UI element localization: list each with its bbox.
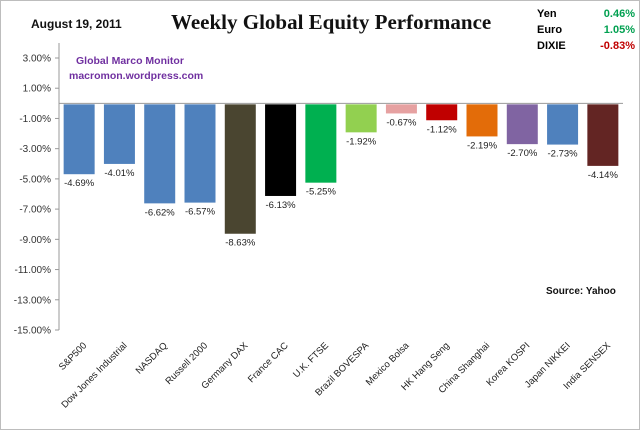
y-tick-label: -13.00% (14, 295, 51, 306)
y-tick-label: 3.00% (23, 54, 51, 65)
y-tick-label: -1.00% (19, 114, 51, 125)
source-note: Source: Yahoo (546, 286, 616, 297)
data-label: -4.69% (64, 178, 95, 189)
y-tick-label: -9.00% (19, 235, 51, 246)
y-tick-label: -3.00% (19, 144, 51, 155)
bar (426, 104, 458, 121)
bar (63, 104, 95, 175)
data-label: -1.12% (427, 124, 458, 135)
x-tick-label: U.K. FTSE (291, 340, 331, 380)
data-label: -6.57% (185, 207, 216, 218)
data-label: -4.01% (104, 168, 135, 179)
data-label: -0.67% (386, 117, 417, 128)
y-tick-label: 1.00% (23, 84, 51, 95)
data-label: -6.62% (145, 207, 176, 218)
y-tick-label: -15.00% (14, 326, 51, 337)
bar (506, 104, 538, 145)
bar (385, 104, 417, 114)
data-label: -2.70% (507, 148, 538, 159)
bar (466, 104, 498, 137)
bar (305, 104, 337, 183)
bar (345, 104, 377, 133)
bar (547, 104, 579, 145)
data-label: -2.19% (467, 140, 498, 151)
x-tick-label: France CAC (246, 340, 291, 385)
currency-yen: Yen 0.46% (537, 8, 635, 20)
y-tick-label: -11.00% (14, 265, 51, 276)
data-label: -6.13% (266, 200, 297, 211)
y-tick-label: -5.00% (19, 174, 51, 185)
y-tick-label: -7.00% (19, 205, 51, 216)
data-label: -5.25% (306, 187, 337, 198)
currency-panel: Yen 0.46% Euro 1.05% DIXIE -0.83% (537, 6, 635, 54)
data-label: -1.92% (346, 136, 377, 147)
bar (144, 104, 176, 204)
watermark: Global Marco Monitor macromon.wordpress.… (69, 55, 204, 82)
bar (184, 104, 216, 203)
bar (103, 104, 135, 164)
currency-euro: Euro 1.05% (537, 24, 635, 36)
bar (265, 104, 297, 196)
bar (587, 104, 619, 166)
chart-date: August 19, 2011 (31, 17, 122, 31)
data-label: -8.63% (225, 238, 256, 249)
currency-dixie: DIXIE -0.83% (537, 40, 635, 52)
x-tick-label: NASDAQ (134, 340, 170, 376)
data-label: -2.73% (548, 149, 579, 160)
chart-title: Weekly Global Equity Performance (171, 10, 492, 34)
x-tick-label: S&P500 (57, 340, 89, 372)
data-label: -4.14% (588, 170, 619, 181)
bar (224, 104, 256, 234)
